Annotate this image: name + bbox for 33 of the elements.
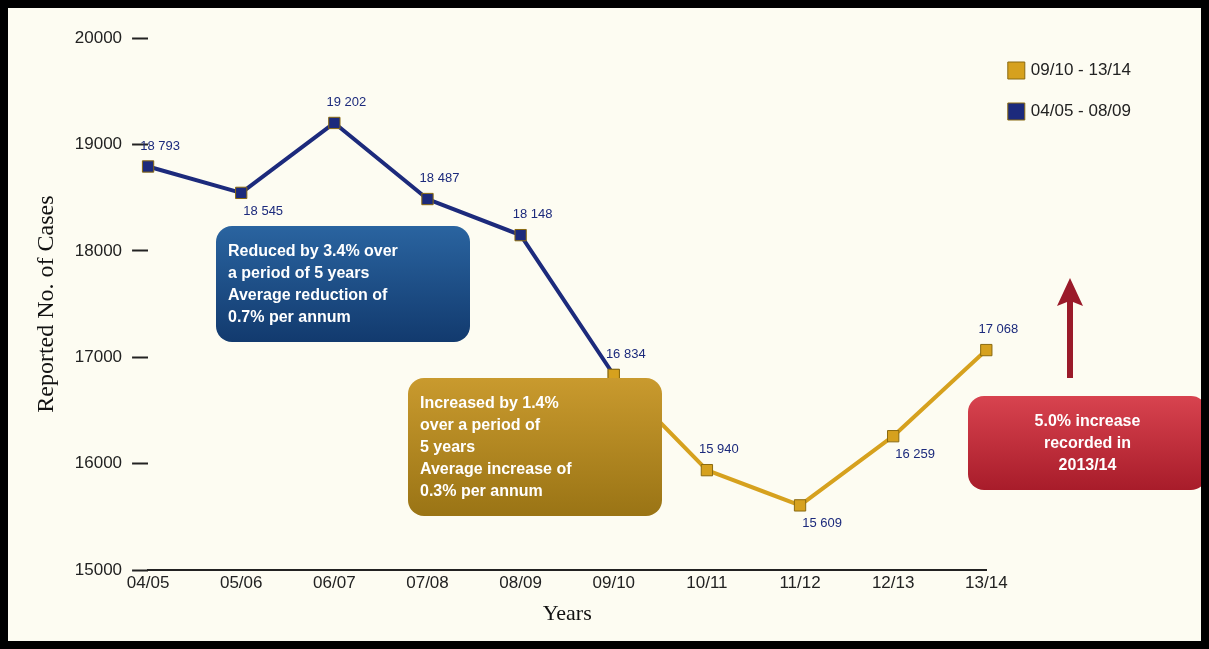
data-label: 15 609 [802, 515, 842, 531]
callout-box: 5.0% increase recorded in 2013/14 [968, 396, 1201, 490]
x-axis-title: Years [542, 599, 592, 625]
y-tick-label: 15000 [74, 559, 123, 579]
data-label: 18 793 [140, 137, 180, 153]
data-label: 18 545 [243, 202, 284, 218]
y-tick-label: 18000 [74, 240, 123, 260]
x-tick-label: 04/05 [126, 573, 170, 593]
y-tick-label: 16000 [74, 453, 123, 473]
legend-label: 09/10 - 13/14 [1030, 60, 1132, 80]
x-tick-label: 10/11 [686, 573, 728, 593]
y-tick-label: 19000 [74, 134, 123, 154]
x-tick-label: 05/06 [219, 573, 263, 593]
data-label: 16 259 [895, 446, 936, 462]
x-tick-label: 13/14 [965, 573, 1008, 593]
y-tick-label: 20000 [74, 27, 123, 47]
data-label: 18 148 [512, 206, 553, 222]
data-label: 17 068 [978, 321, 1019, 337]
x-tick-label: 12/13 [871, 573, 915, 593]
data-label: 15 940 [699, 441, 739, 457]
data-label: 18 487 [419, 170, 460, 186]
x-tick-label: 07/08 [406, 573, 449, 593]
legend-label: 04/05 - 08/09 [1030, 101, 1132, 121]
x-tick-label: 09/10 [592, 573, 636, 593]
x-tick-label: 08/09 [499, 573, 542, 593]
x-tick-label: 11/12 [779, 573, 821, 593]
callout-box: Increased by 1.4% over a period of 5 years Average increase of 0.3% per annum [408, 378, 662, 516]
callout-box: Reduced by 3.4% over a period of 5 years Average reduction of 0.7% per annum [216, 226, 470, 342]
y-axis-title: Reported No. of Cases [31, 195, 58, 413]
y-tick-label: 17000 [74, 347, 123, 367]
x-tick-label: 06/07 [313, 573, 356, 593]
data-label: 19 202 [326, 94, 367, 110]
data-label: 16 834 [605, 346, 646, 362]
